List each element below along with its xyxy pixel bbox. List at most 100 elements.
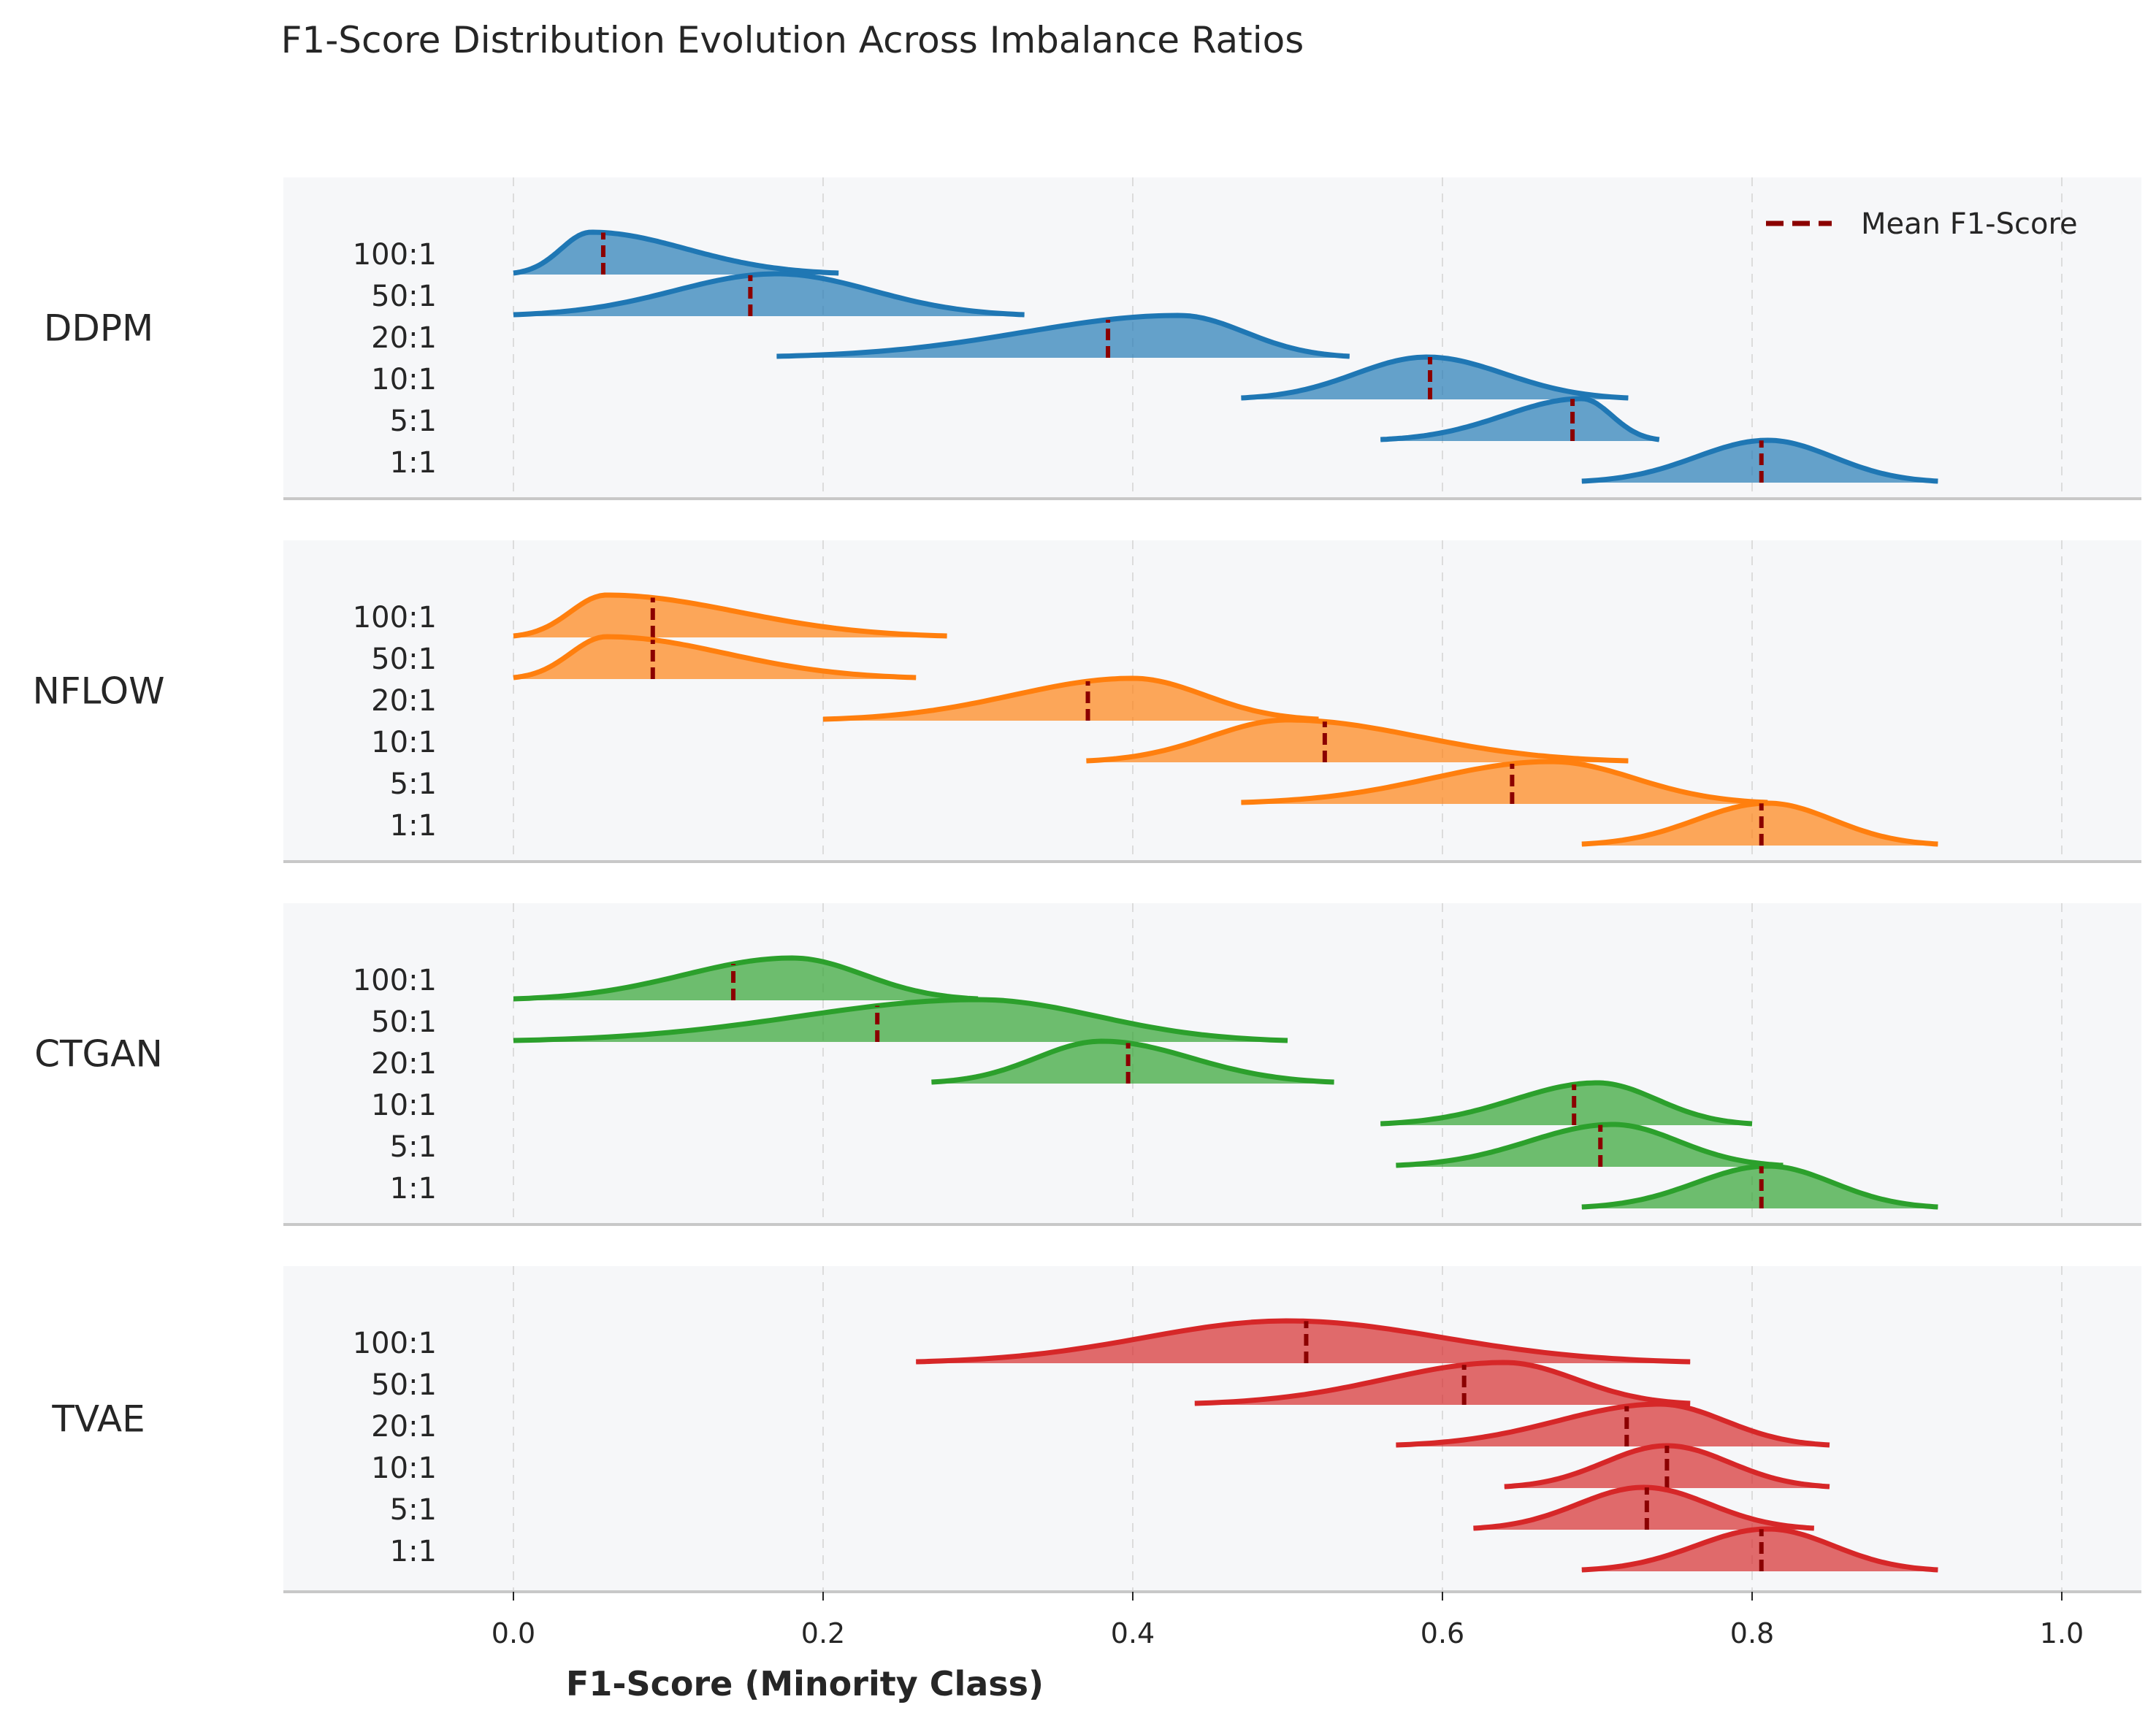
ratio-label: 1:1 (390, 446, 437, 480)
ratio-label: 10:1 (371, 1452, 437, 1485)
ridge-outline (822, 675, 1319, 722)
ridge-area (776, 315, 1350, 358)
ridge-outline (513, 997, 1288, 1043)
chart-title: F1-Score Distribution Evolution Across I… (281, 19, 1304, 61)
x-axis-label: F1-Score (Minority Class) (566, 1664, 1044, 1703)
ridge-tvae-100-1 (916, 1318, 1691, 1365)
ridge-ctgan-1-1 (1581, 1163, 1938, 1210)
x-tick-label: 1.0 (2040, 1617, 2084, 1649)
ridge-outline (931, 1038, 1334, 1085)
legend-mean-label: Mean F1-Score (1861, 207, 2078, 241)
ridge-nflow-20-1 (822, 675, 1319, 722)
x-tick-label: 0.0 (492, 1617, 535, 1649)
ridge-area (513, 274, 1025, 316)
ridge-area (513, 595, 947, 637)
ridge-area (1241, 357, 1629, 399)
ridge-area (931, 1041, 1334, 1084)
ridge-nflow-100-1 (513, 592, 947, 639)
ridge-area (513, 958, 978, 1000)
ridge-ddpm-10-1 (1241, 354, 1629, 401)
ridge-outline (513, 271, 1025, 318)
ridge-outline (513, 592, 947, 639)
ratio-label: 1:1 (390, 1535, 437, 1568)
ridge-tvae-50-1 (1194, 1360, 1691, 1406)
x-axis: 0.0 0.2 0.4 0.6 0.8 1.0 (492, 1592, 2084, 1649)
ridge-area (1380, 399, 1659, 441)
ratio-label: 10:1 (371, 363, 437, 396)
panel-tvae: TVAE 100:1 50:1 20:1 10:1 5:1 1:1 (51, 1266, 2141, 1593)
ratio-label: 100:1 (353, 238, 437, 272)
ridge-outline (776, 313, 1350, 359)
panel-ctgan: CTGAN 100:1 50:1 20:1 10:1 5:1 1:1 (34, 903, 2141, 1226)
ridge-ddpm-100-1 (513, 229, 839, 276)
ridge-outline (1380, 396, 1660, 442)
ridge-area (513, 232, 839, 275)
ratio-label: 100:1 (353, 601, 437, 635)
ridge-area (1396, 1124, 1784, 1167)
ridge-outline (1396, 1122, 1784, 1168)
ridge-outline (1380, 1080, 1753, 1127)
ratio-label: 50:1 (371, 1368, 437, 1402)
ratio-label: 1:1 (390, 809, 437, 843)
ratio-label: 50:1 (371, 280, 437, 313)
ridge-outline (916, 1318, 1691, 1365)
ratio-label: 50:1 (371, 643, 437, 676)
ratio-label: 5:1 (390, 1130, 437, 1164)
ridge-ctgan-20-1 (931, 1038, 1334, 1085)
method-label-ctgan: CTGAN (34, 1033, 163, 1076)
method-label-nflow: NFLOW (32, 670, 164, 713)
ridge-outline (1396, 1401, 1830, 1448)
ridge-nflow-50-1 (513, 634, 917, 681)
ratio-label: 100:1 (353, 1327, 437, 1360)
ridge-tvae-20-1 (1396, 1401, 1830, 1448)
legend: Mean F1-Score (1766, 207, 2078, 241)
ratio-label: 100:1 (353, 964, 437, 997)
panel-ddpm: DDPM 100:1 50:1 20:1 10:1 5:1 1:1 (44, 177, 2141, 500)
ridge-outline (1194, 1360, 1691, 1406)
ridge-nflow-10-1 (1086, 717, 1629, 764)
x-tick-label: 0.2 (801, 1617, 845, 1649)
ridge-outline (1241, 354, 1629, 401)
panel-nflow: NFLOW 100:1 50:1 20:1 10:1 5:1 1:1 (32, 540, 2141, 863)
ratio-label: 20:1 (371, 321, 437, 355)
panels-group: DDPM 100:1 50:1 20:1 10:1 5:1 1:1 NFLOW 100:1 50:… (32, 177, 2141, 1593)
ridge-ctgan-100-1 (513, 955, 979, 1002)
x-tick-label: 0.4 (1111, 1617, 1155, 1649)
ridge-ctgan-50-1 (513, 997, 1288, 1043)
method-label-ddpm: DDPM (44, 307, 153, 350)
ratio-label: 1:1 (390, 1172, 437, 1206)
x-tick-label: 0.6 (1421, 1617, 1464, 1649)
ridge-outline (1241, 759, 1768, 805)
ridge-outline (513, 955, 979, 1002)
ridge-ddpm-20-1 (776, 313, 1350, 359)
ridge-area (1380, 1083, 1752, 1125)
ridge-area (916, 1321, 1691, 1363)
ridge-outline (513, 229, 839, 276)
ridge-ddpm-5-1 (1380, 396, 1660, 442)
ridge-tvae-5-1 (1473, 1484, 1815, 1531)
ratio-label: 20:1 (371, 1047, 437, 1081)
ridge-outline (1086, 717, 1629, 764)
method-label-tvae: TVAE (51, 1398, 145, 1441)
ridge-outline (1473, 1484, 1815, 1531)
ratio-label: 20:1 (371, 684, 437, 718)
ridge-tvae-1-1 (1581, 1526, 1938, 1573)
panel-background (283, 1266, 2141, 1592)
ridge-tvae-10-1 (1504, 1443, 1830, 1490)
ridge-ctgan-10-1 (1380, 1080, 1753, 1127)
x-tick-label: 0.8 (1730, 1617, 1774, 1649)
ridge-area (513, 637, 917, 679)
ridge-outline (513, 634, 917, 681)
ridge-area (513, 1000, 1288, 1042)
ratio-label: 5:1 (390, 405, 437, 438)
ridge-ctgan-5-1 (1396, 1122, 1784, 1168)
ridge-area (1241, 762, 1768, 804)
ridge-area (1473, 1487, 1814, 1530)
ratio-label: 20:1 (371, 1410, 437, 1444)
ratio-label: 10:1 (371, 1089, 437, 1122)
ratio-label: 5:1 (390, 767, 437, 801)
ratio-label: 10:1 (371, 726, 437, 759)
ratio-label: 5:1 (390, 1493, 437, 1527)
ridge-ddpm-1-1 (1581, 437, 1938, 484)
